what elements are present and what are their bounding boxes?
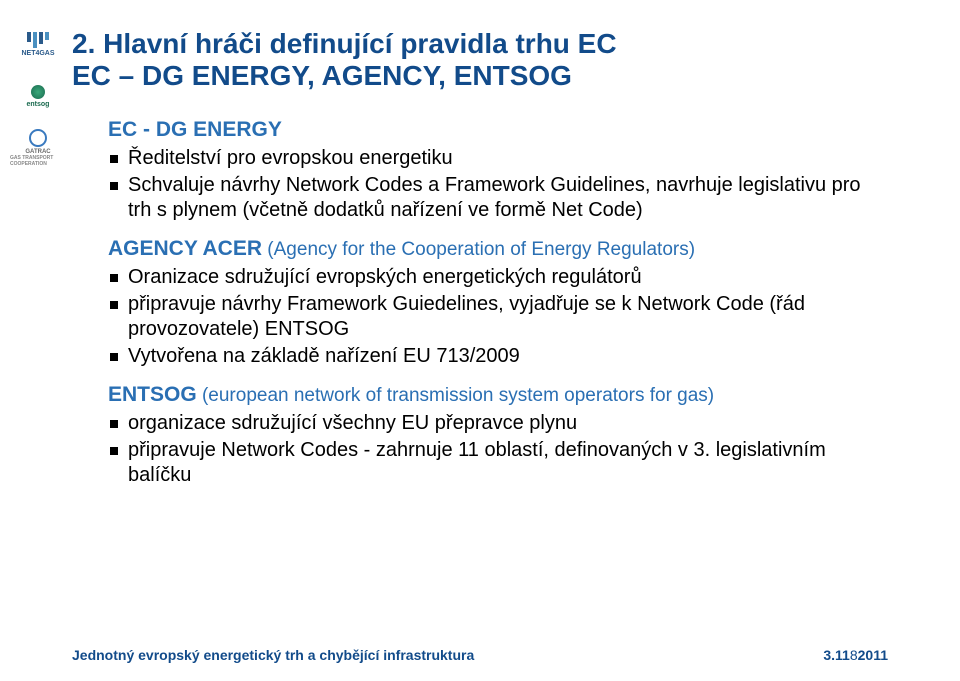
bullet: připravuje Network Codes - zahrnuje 11 o…: [108, 438, 888, 488]
bullets-3: organizace sdružující všechny EU přeprav…: [108, 411, 888, 488]
footer-left: Jednotný evropský energetický trh a chyb…: [72, 647, 474, 663]
entsog-logo: entsog: [10, 74, 66, 118]
bullets-1: Ředitelství pro evropskou energetiku Sch…: [108, 146, 888, 223]
footer-page-no: 8: [850, 647, 858, 663]
logo-label: NET4GAS: [21, 50, 54, 57]
slide-footer: Jednotný evropský energetický trh a chyb…: [72, 647, 888, 663]
gatrac-logo: GATRAC GAS TRANSPORT COOPERATION: [10, 126, 66, 170]
slide: NET4GAS entsog GATRAC GAS TRANSPORT COOP…: [0, 0, 960, 681]
net4gas-icon: [27, 32, 49, 48]
section-head-2: AGENCY ACER (Agency for the Cooperation …: [108, 237, 888, 261]
footer-page-prefix: 3.11: [823, 647, 849, 663]
bullet: Oranizace sdružující evropských energeti…: [108, 265, 888, 290]
bullet: organizace sdružující všechny EU přeprav…: [108, 411, 888, 436]
section-head-text: ENTSOG: [108, 383, 197, 406]
section-head-3: ENTSOG (european network of transmission…: [108, 383, 888, 407]
bullets-2: Oranizace sdružující evropských energeti…: [108, 265, 888, 369]
footer-right: 3.1182011: [823, 647, 888, 663]
net4gas-logo: NET4GAS: [10, 22, 66, 66]
footer-year: 2011: [858, 647, 888, 663]
section-head-text: EC - DG ENERGY: [108, 118, 282, 141]
bullet: Schvaluje návrhy Network Codes a Framewo…: [108, 173, 888, 223]
entsog-icon: [31, 85, 45, 99]
gatrac-icon: [29, 129, 47, 147]
logo-strip: NET4GAS entsog GATRAC GAS TRANSPORT COOP…: [10, 22, 72, 178]
logo-label: entsog: [27, 101, 50, 108]
title-line-2: EC – DG ENERGY, AGENCY, ENTSOG: [72, 60, 572, 91]
bullet: Vytvořena na základě nařízení EU 713/200…: [108, 344, 888, 369]
section-head-text: AGENCY ACER: [108, 237, 262, 260]
section-head-sub: (european network of transmission system…: [197, 385, 714, 406]
slide-title: 2. Hlavní hráči definující pravidla trhu…: [72, 28, 888, 92]
bullet: Ředitelství pro evropskou energetiku: [108, 146, 888, 171]
section-head-1: EC - DG ENERGY: [108, 118, 888, 142]
bullet: připravuje návrhy Framework Guiedelines,…: [108, 292, 888, 342]
title-line-1: 2. Hlavní hráči definující pravidla trhu…: [72, 28, 617, 59]
section-head-sub: (Agency for the Cooperation of Energy Re…: [262, 239, 695, 260]
logo-sub: GAS TRANSPORT COOPERATION: [10, 155, 66, 167]
slide-body: EC - DG ENERGY Ředitelství pro evropskou…: [108, 118, 888, 488]
